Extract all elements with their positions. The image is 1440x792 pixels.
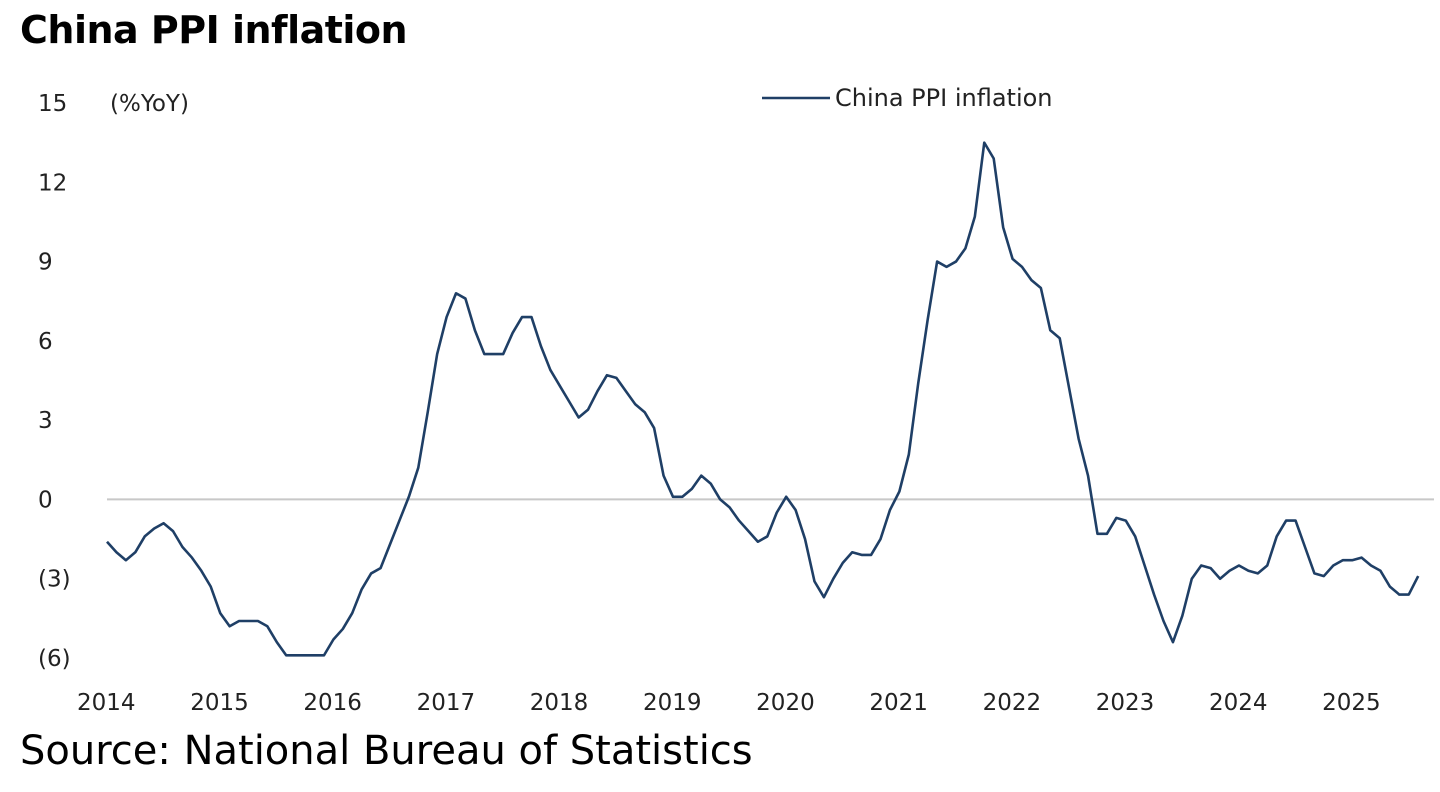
x-tick-label: 2016	[303, 690, 362, 716]
y-tick-label: 12	[38, 170, 67, 196]
x-tick-label: 2015	[190, 690, 249, 716]
legend: China PPI inflation	[762, 84, 1053, 112]
x-tick-label: 2018	[530, 690, 589, 716]
x-axis-ticks: 2014 2015 2016 2017 2018 2019 2020 2021 2022 2023…	[77, 690, 1381, 716]
x-tick-label: 2014	[77, 690, 136, 716]
y-tick-label: 9	[38, 250, 53, 276]
x-tick-label: 2024	[1209, 690, 1268, 716]
y-tick-label: (3)	[38, 567, 71, 593]
y-axis-label: (%YoY)	[110, 91, 189, 117]
y-axis-ticks: 15 12 9 6 3 0 (3) (6)	[38, 91, 71, 672]
y-tick-label: (6)	[38, 646, 71, 672]
x-tick-label: 2025	[1322, 690, 1381, 716]
x-tick-label: 2019	[643, 690, 702, 716]
x-tick-label: 2023	[1096, 690, 1155, 716]
series-line-china-ppi	[106, 141, 1420, 657]
chart-title: China PPI inflation	[20, 8, 408, 52]
y-tick-label: 3	[38, 408, 53, 434]
x-tick-label: 2022	[983, 690, 1042, 716]
y-tick-label: 6	[38, 329, 53, 355]
source-note: Source: National Bureau of Statistics	[20, 728, 753, 774]
y-tick-label: 0	[38, 487, 53, 513]
x-tick-label: 2017	[417, 690, 476, 716]
y-tick-label: 15	[38, 91, 67, 117]
x-tick-label: 2021	[869, 690, 928, 716]
x-tick-label: 2020	[756, 690, 815, 716]
legend-label: China PPI inflation	[835, 84, 1053, 112]
